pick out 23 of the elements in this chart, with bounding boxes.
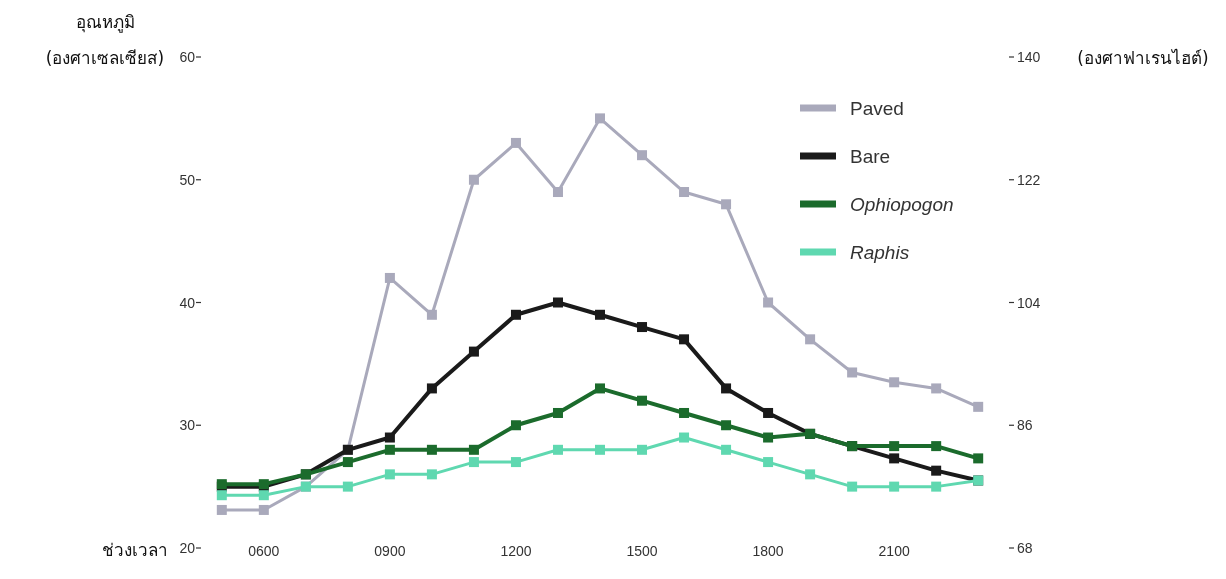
legend-label: Paved [850,98,904,119]
y-tick-label: 50 [179,171,196,188]
x-axis-title: ช่วงเวลา [102,540,168,560]
y-tick-label: 30 [179,417,196,434]
y-tick-label: 40 [179,294,196,311]
y-axis-title: อุณหภูมิ (องศาเซลเซียส) [45,12,165,68]
legend-label: Raphis [850,242,910,263]
y2-tick-label: 68 [1017,540,1033,556]
y-tick-label: 60 [179,49,196,65]
legend-label: Bare [850,146,891,167]
x-tick-label: 1500 [626,543,658,559]
y-tick-label: 20 [179,540,196,556]
x-tick-label: 0600 [248,543,280,559]
y2-tick-label: 86 [1017,417,1033,434]
y2-axis-title: (องศาฟาเรนไฮต์) [1076,47,1210,70]
x-tick-label: 2100 [878,543,910,559]
y2-tick-label: 104 [1017,294,1041,311]
x-tick-label: 1200 [500,543,532,559]
x-tick-label: 0900 [374,543,406,559]
y2-tick-label: 122 [1017,171,1041,188]
legend-label: Ophiopogon [850,194,954,215]
x-tick-label: 1800 [752,543,784,559]
y2-tick-label: 140 [1017,49,1041,65]
